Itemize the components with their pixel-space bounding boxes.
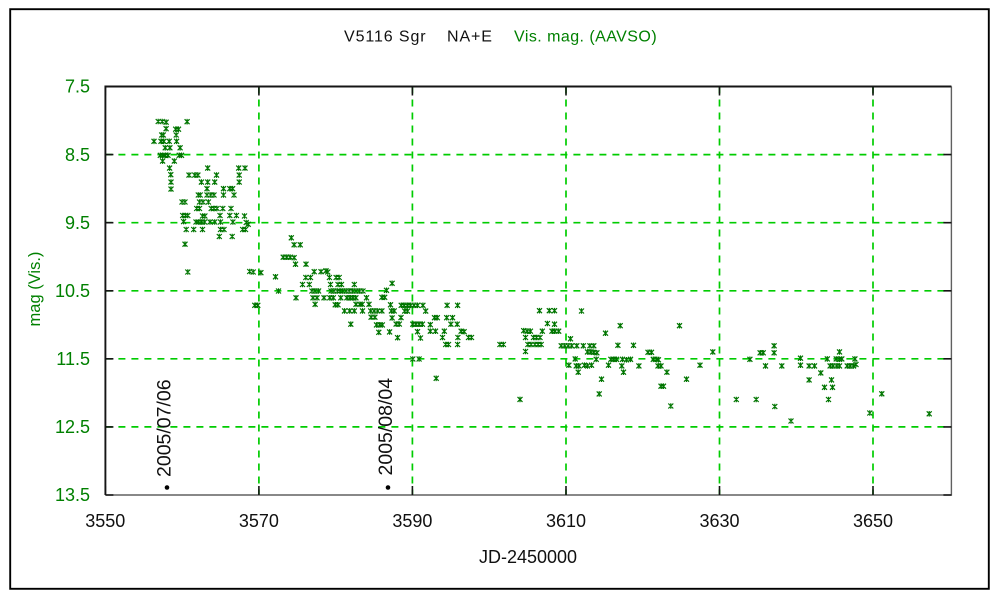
- svg-text:NA+E: NA+E: [447, 29, 493, 46]
- svg-text:12.5: 12.5: [55, 417, 90, 437]
- svg-text:Vis. mag. (AAVSO): Vis. mag. (AAVSO): [514, 29, 657, 46]
- svg-text:2005/07/06: 2005/07/06: [154, 379, 176, 477]
- svg-text:11.5: 11.5: [56, 349, 90, 369]
- svg-text:3610: 3610: [546, 511, 586, 531]
- svg-text:V5116 Sgr: V5116 Sgr: [344, 29, 427, 46]
- svg-text:3570: 3570: [239, 511, 279, 531]
- svg-text:9.5: 9.5: [65, 213, 90, 233]
- svg-text:JD-2450000: JD-2450000: [479, 547, 577, 567]
- svg-text:3650: 3650: [853, 511, 893, 531]
- svg-text:10.5: 10.5: [55, 281, 90, 301]
- svg-text:7.5: 7.5: [65, 77, 90, 97]
- svg-text:3550: 3550: [85, 511, 125, 531]
- svg-text:2005/08/04: 2005/08/04: [375, 378, 397, 476]
- svg-text:8.5: 8.5: [65, 145, 90, 165]
- svg-text:mag (Vis.): mag (Vis.): [26, 252, 44, 327]
- svg-text:13.5: 13.5: [55, 485, 90, 505]
- svg-text:3590: 3590: [392, 511, 432, 531]
- svg-text:3630: 3630: [699, 511, 739, 531]
